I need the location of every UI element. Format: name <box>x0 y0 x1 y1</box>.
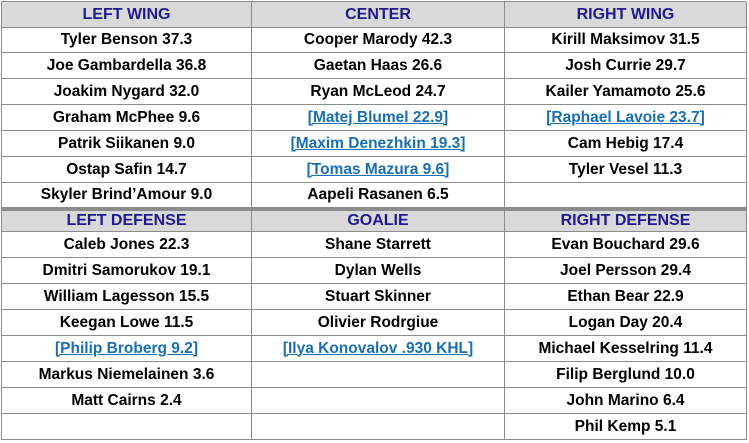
right-wing-cell: [Raphael Lavoie 23.7] <box>505 105 747 131</box>
goalie-cell: [Ilya Konovalov .930 KHL] <box>252 336 505 362</box>
header-right-defense: RIGHT DEFENSE <box>505 208 747 232</box>
left-defense-cell: Keegan Lowe 11.5 <box>2 310 252 336</box>
right-wing-cell: Cam Hebig 17.4 <box>505 131 747 157</box>
right-wing-cell: Kirill Maksimov 31.5 <box>505 28 747 53</box>
player-name: Josh Currie 29.7 <box>565 56 686 74</box>
right-wing-cell: Tyler Vesel 11.3 <box>505 157 747 183</box>
right-defense-cell: Phil Kemp 5.1 <box>505 414 747 440</box>
player-link[interactable]: [Raphael Lavoie 23.7] <box>546 108 705 126</box>
player-name: Skyler Brind’Amour 9.0 <box>40 186 213 203</box>
player-name: Graham McPhee 9.6 <box>52 108 201 126</box>
left-defense-cell: William Lagesson 15.5 <box>2 284 252 310</box>
left-wing-cell: Graham McPhee 9.6 <box>2 105 252 131</box>
right-defense-cell: John Marino 6.4 <box>505 388 747 414</box>
player-name: Joe Gambardella 36.8 <box>46 56 207 74</box>
player-name: Joel Persson 29.4 <box>560 261 691 279</box>
goalie-cell: Dylan Wells <box>252 258 505 284</box>
center-cell: [Maxim Denezhkin 19.3] <box>252 131 505 157</box>
player-name: Dylan Wells <box>334 261 422 279</box>
left-defense-cell <box>2 414 252 440</box>
player-name: Matt Cairns 2.4 <box>71 391 182 409</box>
left-defense-cell: Matt Cairns 2.4 <box>2 388 252 414</box>
player-name: Ethan Bear 22.9 <box>567 287 684 305</box>
player-name: Phil Kemp 5.1 <box>574 417 677 435</box>
player-name: Tyler Benson 37.3 <box>60 31 193 48</box>
player-name: Aapeli Rasanen 6.5 <box>307 186 449 203</box>
player-name: Joakim Nygard 32.0 <box>53 82 200 100</box>
right-defense-cell: Filip Berglund 10.0 <box>505 362 747 388</box>
player-name: Cooper Marody 42.3 <box>303 31 453 48</box>
player-name: Michael Kesselring 11.4 <box>538 339 713 357</box>
header-left-defense: LEFT DEFENSE <box>2 208 252 232</box>
player-name: Olivier Rodrgiue <box>317 313 439 331</box>
right-wing-cell: Josh Currie 29.7 <box>505 53 747 79</box>
player-name: Stuart Skinner <box>325 287 431 305</box>
player-name: Logan Day 20.4 <box>568 313 683 331</box>
center-cell: [Matej Blumel 22.9] <box>252 105 505 131</box>
player-name: Caleb Jones 22.3 <box>63 235 190 253</box>
left-defense-cell: Dmitri Samorukov 19.1 <box>2 258 252 284</box>
player-name: Tyler Vesel 11.3 <box>568 160 683 178</box>
header-goalie: GOALIE <box>252 208 505 232</box>
right-defense-cell: Michael Kesselring 11.4 <box>505 336 747 362</box>
player-name: Dmitri Samorukov 19.1 <box>42 261 211 279</box>
goalie-cell: Shane Starrett <box>252 232 505 258</box>
center-cell: Cooper Marody 42.3 <box>252 28 505 53</box>
center-cell: Ryan McLeod 24.7 <box>252 79 505 105</box>
center-cell: Gaetan Haas 26.6 <box>252 53 505 79</box>
left-wing-cell: Joakim Nygard 32.0 <box>2 79 252 105</box>
right-defense-cell: Joel Persson 29.4 <box>505 258 747 284</box>
player-name: Gaetan Haas 26.6 <box>313 56 443 74</box>
player-name: Ryan McLeod 24.7 <box>310 82 446 100</box>
header-left-wing: LEFT WING <box>2 2 252 28</box>
goalie-cell <box>252 414 505 440</box>
left-wing-cell: Tyler Benson 37.3 <box>2 28 252 53</box>
player-link[interactable]: [Maxim Denezhkin 19.3] <box>290 134 466 152</box>
player-link[interactable]: [Philip Broberg 9.2] <box>55 339 198 357</box>
player-name: Filip Berglund 10.0 <box>556 365 695 383</box>
player-name: Kailer Yamamoto 25.6 <box>545 82 706 100</box>
player-name: William Lagesson 15.5 <box>43 287 210 305</box>
goalie-cell <box>252 388 505 414</box>
header-right-wing: RIGHT WING <box>505 2 747 28</box>
right-defense-cell: Ethan Bear 22.9 <box>505 284 747 310</box>
player-name: Ostap Safin 14.7 <box>66 160 187 178</box>
goalie-cell: Olivier Rodrgiue <box>252 310 505 336</box>
left-wing-cell: Skyler Brind’Amour 9.0 <box>2 183 252 208</box>
right-defense-cell: Logan Day 20.4 <box>505 310 747 336</box>
player-name: Patrik Siikanen 9.0 <box>58 134 195 152</box>
player-name: Keegan Lowe 11.5 <box>59 313 194 331</box>
center-cell: Aapeli Rasanen 6.5 <box>252 183 505 208</box>
right-defense-cell: Evan Bouchard 29.6 <box>505 232 747 258</box>
right-wing-cell: Kailer Yamamoto 25.6 <box>505 79 747 105</box>
center-cell: [Tomas Mazura 9.6] <box>252 157 505 183</box>
player-link[interactable]: [Tomas Mazura 9.6] <box>306 160 450 178</box>
header-center: CENTER <box>252 2 505 28</box>
right-wing-cell <box>505 183 747 208</box>
player-name: Cam Hebig 17.4 <box>567 134 684 152</box>
player-name: Markus Niemelainen 3.6 <box>38 365 215 383</box>
left-wing-cell: Ostap Safin 14.7 <box>2 157 252 183</box>
player-name: Shane Starrett <box>325 235 431 253</box>
left-defense-cell: [Philip Broberg 9.2] <box>2 336 252 362</box>
left-wing-cell: Joe Gambardella 36.8 <box>2 53 252 79</box>
player-link[interactable]: [Matej Blumel 22.9] <box>307 108 449 126</box>
player-name: Evan Bouchard 29.6 <box>551 235 700 253</box>
left-wing-cell: Patrik Siikanen 9.0 <box>2 131 252 157</box>
player-name: Kirill Maksimov 31.5 <box>551 31 700 48</box>
player-name: John Marino 6.4 <box>566 391 685 409</box>
goalie-cell <box>252 362 505 388</box>
left-defense-cell: Markus Niemelainen 3.6 <box>2 362 252 388</box>
player-link[interactable]: [Ilya Konovalov .930 KHL] <box>282 339 474 357</box>
goalie-cell: Stuart Skinner <box>252 284 505 310</box>
left-defense-cell: Caleb Jones 22.3 <box>2 232 252 258</box>
